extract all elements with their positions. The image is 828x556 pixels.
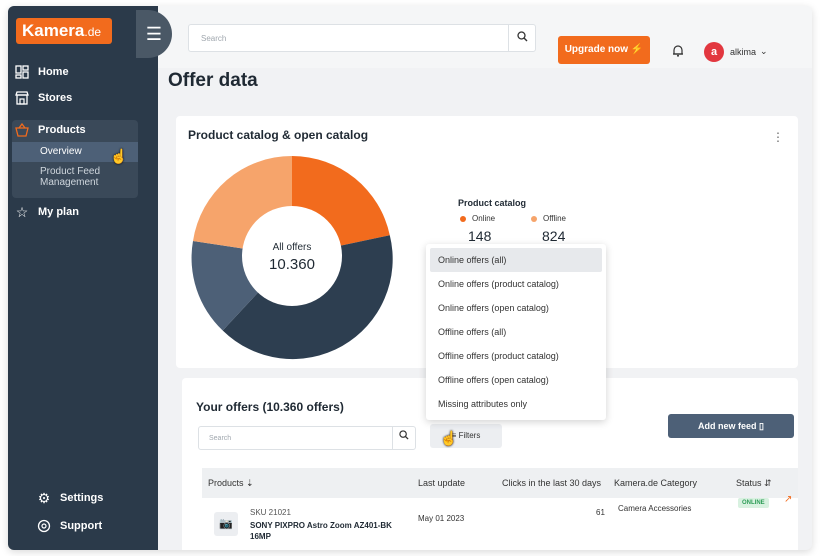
donut-label: All offers: [273, 242, 312, 253]
product-catalog-title: Product catalog: [458, 198, 527, 208]
column-header-category[interactable]: Kamera.de Category: [614, 478, 698, 488]
top-bar: Search Upgrade now ⚡ a alkima ⌄: [158, 6, 812, 68]
offers-table-header: Products ⇣ Last update Clicks in the las…: [202, 468, 798, 498]
filters-button[interactable]: ≡ Filters: [430, 424, 502, 448]
column-header-last-update[interactable]: Last update: [418, 478, 466, 488]
product-name: SONY PIXPRO Astro Zoom AZ401-BK 16MP: [250, 521, 392, 541]
sidebar-item-label: Support: [60, 520, 103, 532]
store-icon: [14, 90, 30, 106]
sidebar-item-label: My plan: [38, 206, 79, 218]
bell-icon[interactable]: [672, 44, 684, 60]
category-value: Camera Accessories: [618, 504, 692, 513]
online-dot: [460, 215, 466, 222]
online-label: Online: [472, 214, 496, 223]
search-placeholder: Search: [201, 34, 227, 43]
chevron-down-icon[interactable]: ⌄: [760, 46, 768, 56]
basket-icon: [14, 122, 30, 138]
hand-cursor-icon: ☝: [110, 148, 128, 164]
offline-dot: [531, 215, 537, 222]
catalog-card-title: Product catalog & open catalog: [188, 128, 369, 142]
filters-label: Filters: [458, 431, 481, 440]
filter-icon: ≡: [451, 431, 457, 440]
camera-icon: 📷: [214, 512, 238, 536]
sidebar-item-home[interactable]: Home: [14, 64, 69, 80]
product-sku: SKU 21021: [250, 508, 291, 517]
offline-label: Offline: [543, 214, 566, 223]
offers-donut-chart: All offers 10.360: [191, 155, 393, 360]
dropdown-option[interactable]: Online offers (all): [430, 248, 602, 272]
sidebar-item-settings[interactable]: ⚙ Settings: [36, 489, 104, 506]
search-icon[interactable]: [392, 427, 415, 449]
support-icon: [36, 518, 52, 534]
offer-filter-dropdown: Online offers (all) Online offers (produ…: [426, 244, 606, 420]
last-update-value: May 01 2023: [418, 514, 465, 523]
upgrade-label: Upgrade now: [564, 44, 629, 55]
sidebar-item-label: Settings: [60, 492, 104, 504]
sidebar-item-my-plan[interactable]: ☆ My plan: [14, 204, 79, 220]
sidebar-item-stores[interactable]: Stores: [14, 90, 72, 106]
sidebar-item-support[interactable]: Support: [36, 518, 102, 534]
column-header-products[interactable]: Products ⇣: [208, 478, 254, 488]
brand-name: Kamera: [22, 21, 85, 40]
online-value: 148: [468, 228, 492, 244]
dropdown-option[interactable]: Missing attributes only: [438, 399, 528, 409]
dropdown-option[interactable]: Online offers (product catalog): [438, 279, 559, 289]
sidebar-item-products[interactable]: Products: [14, 122, 86, 138]
hamburger-icon: ☰: [145, 24, 163, 44]
dropdown-option[interactable]: Offline offers (product catalog): [438, 351, 559, 361]
avatar[interactable]: a: [704, 42, 724, 62]
dropdown-option[interactable]: Offline offers (all): [438, 327, 507, 337]
page-title: Offer data: [168, 70, 258, 91]
subitem-label: Product Feed Management: [40, 166, 101, 188]
sidebar-item-label: Home: [38, 66, 69, 78]
column-header-clicks[interactable]: Clicks in the last 30 days: [502, 478, 602, 488]
sidebar-item-label: Stores: [38, 92, 73, 104]
edit-icon[interactable]: ↗: [784, 494, 793, 505]
sidebar-subitem-overview[interactable]: Overview: [12, 142, 138, 162]
sidebar: Kamera.de Home Stores Products Overview …: [8, 6, 158, 550]
offers-search-input[interactable]: Search: [198, 426, 416, 450]
sidebar-item-label: Products: [38, 124, 86, 136]
dropdown-option[interactable]: Online offers (open catalog): [438, 303, 549, 313]
username[interactable]: alkima: [730, 47, 757, 57]
dashboard-icon: [14, 64, 30, 80]
status-badge: ONLINE: [738, 498, 769, 508]
clicks-value: 61: [596, 508, 605, 517]
column-header-status[interactable]: Status ⇵: [736, 478, 772, 488]
more-options-icon[interactable]: ⋮: [772, 130, 784, 144]
legend-online: Online: [460, 214, 495, 223]
gear-icon: ⚙: [37, 489, 51, 506]
add-feed-label: Add new feed: [698, 421, 757, 431]
hand-cursor-icon: ☝: [440, 430, 458, 446]
app-window: Kamera.de Home Stores Products Overview …: [8, 6, 812, 550]
document-icon: ▯: [759, 421, 764, 431]
add-new-feed-button[interactable]: Add new feed ▯: [668, 414, 794, 438]
lightning-icon: ⚡: [630, 44, 644, 55]
brand-logo[interactable]: Kamera.de: [16, 18, 112, 44]
search-icon[interactable]: [508, 25, 535, 51]
global-search-input[interactable]: Search: [188, 24, 536, 52]
legend-offline: Offline: [531, 214, 566, 223]
table-row[interactable]: 📷 SKU 21021 SONY PIXPRO Astro Zoom AZ401…: [202, 494, 798, 550]
upgrade-button[interactable]: Upgrade now ⚡: [558, 36, 650, 64]
sidebar-subitem-feed-management[interactable]: Product Feed Management: [12, 166, 138, 188]
dropdown-option[interactable]: Offline offers (open catalog): [438, 375, 549, 385]
offers-title: Your offers (10.360 offers): [196, 400, 344, 414]
star-icon: ☆: [15, 203, 29, 220]
offline-value: 824: [542, 228, 566, 244]
donut-value: 10.360: [269, 256, 315, 273]
search-placeholder: Search: [209, 435, 232, 442]
subitem-label: Overview: [40, 146, 82, 157]
brand-tld: .de: [84, 25, 102, 39]
